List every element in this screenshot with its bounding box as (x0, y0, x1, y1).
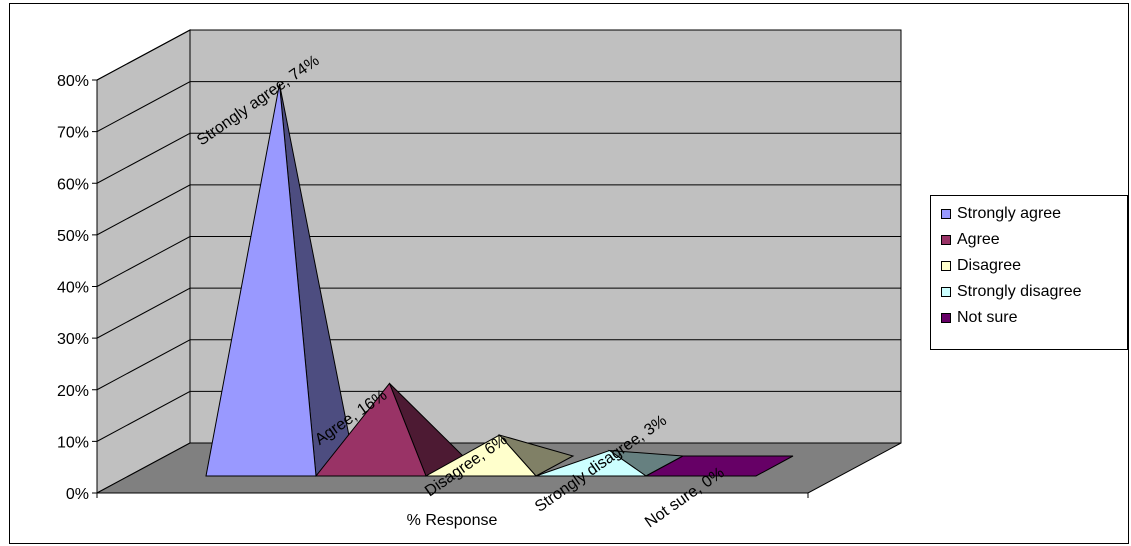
gridlines (96, 29, 901, 442)
y-tick-label: 60% (57, 176, 89, 193)
y-tick-label: 50% (57, 228, 89, 245)
legend-swatch (941, 209, 951, 219)
legend-label: Not sure (957, 309, 1018, 326)
gridline (96, 390, 901, 442)
gridline (96, 29, 901, 81)
y-tick-label: 20% (57, 383, 89, 400)
pyramid-front (205, 83, 317, 477)
legend-item: Strongly disagree (941, 282, 1082, 302)
gridline (96, 81, 901, 133)
gridline (96, 236, 901, 287)
legend-label: Disagree (957, 257, 1022, 274)
legend-item: Disagree (941, 256, 1021, 276)
x-axis-label: % Response (407, 512, 498, 529)
gridline (96, 184, 901, 236)
legend-swatch (941, 313, 951, 323)
y-tick-label: 70% (57, 125, 89, 142)
legend-item: Agree (941, 230, 1000, 250)
y-tick-label: 40% (57, 280, 89, 297)
gridline (96, 339, 901, 391)
legend-item: Strongly agree (941, 204, 1061, 224)
pyramid-front (535, 449, 648, 477)
pyramid-front (424, 434, 538, 477)
y-tick-label: 10% (57, 434, 89, 451)
gridline (96, 287, 901, 339)
y-tick-label: 30% (57, 331, 89, 348)
legend-label: Strongly disagree (957, 283, 1082, 300)
y-axis (92, 79, 809, 498)
pyramids (205, 83, 794, 477)
pyramid-front (314, 382, 427, 477)
legend-swatch (941, 287, 951, 297)
legend-item: Not sure (941, 308, 1017, 328)
y-tick-labels: 0% 10% 20% 30% 40% 50% 60% 70% 80% (57, 73, 89, 503)
legend-swatch (941, 235, 951, 245)
legend: Strongly agree Agree Disagree Strongly disa… (930, 195, 1128, 350)
y-tick-label: 80% (57, 73, 89, 90)
gridline (96, 132, 901, 184)
legend-swatch (941, 261, 951, 271)
legend-label: Agree (957, 231, 1000, 248)
y-tick-label: 0% (66, 486, 89, 503)
pyramid-flat (645, 455, 794, 477)
legend-label: Strongly agree (957, 205, 1062, 222)
